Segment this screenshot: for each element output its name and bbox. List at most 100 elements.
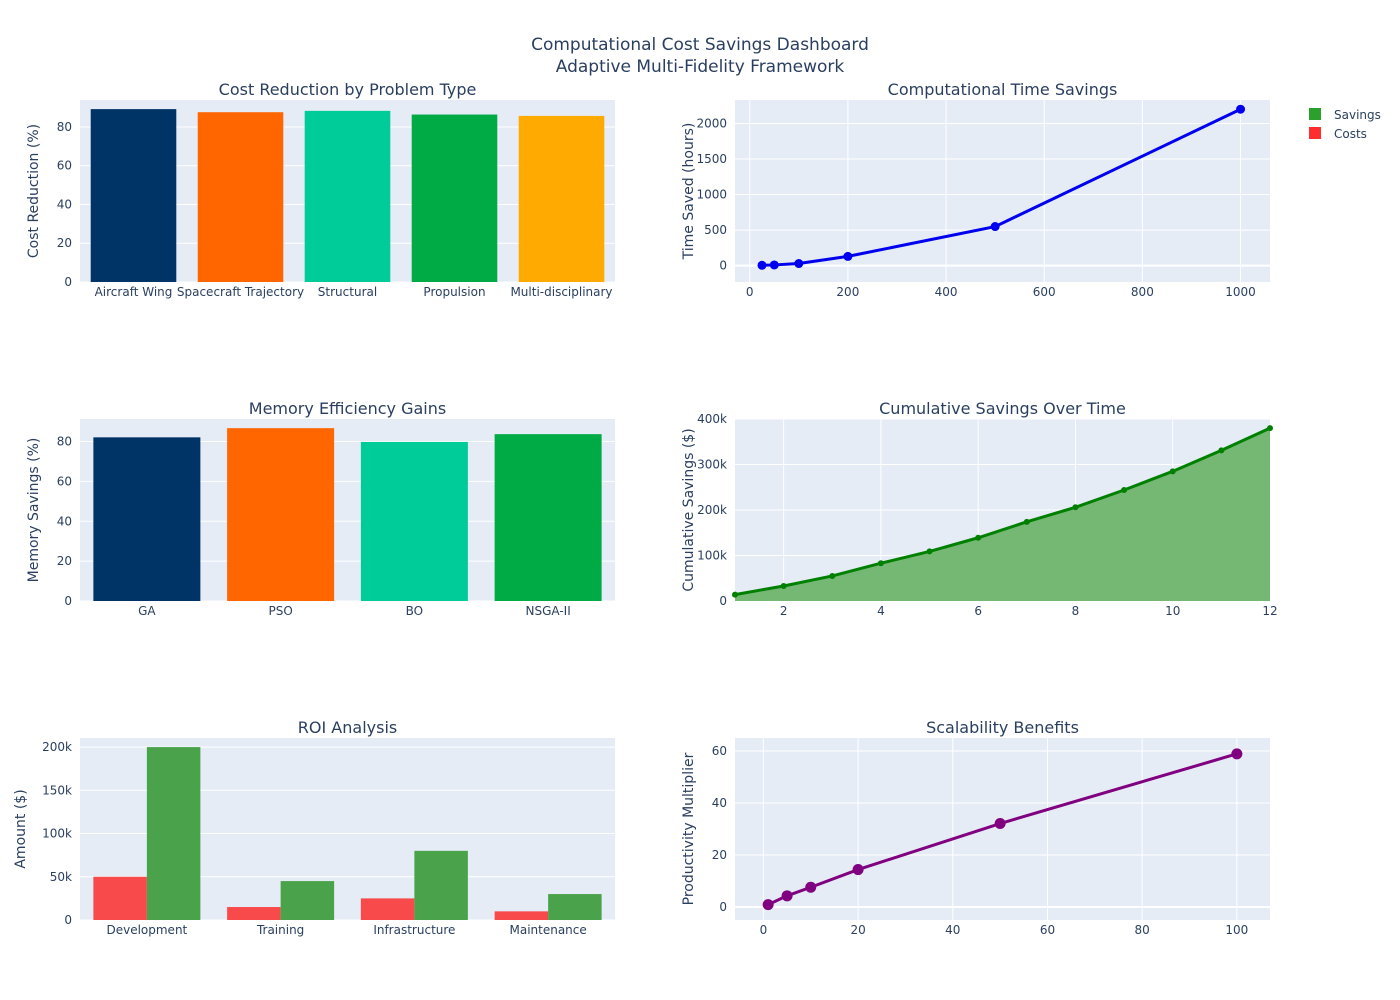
data-point[interactable] <box>877 560 884 567</box>
x-tick-label: Spacecraft Trajectory <box>177 285 304 299</box>
x-tick-label: 400 <box>935 285 958 299</box>
y-axis-title-scalability: Productivity Multiplier <box>681 752 697 905</box>
data-point[interactable] <box>975 534 982 541</box>
y-tick-label: 20 <box>57 236 72 250</box>
bar-costs[interactable] <box>494 911 549 920</box>
y-tick-label: 150k <box>42 783 72 797</box>
y-tick-label: 20 <box>57 554 72 568</box>
y-tick-label: 0 <box>719 594 727 608</box>
bar-cost_reduction[interactable] <box>304 110 391 283</box>
x-tick-label: Maintenance <box>509 923 586 937</box>
series-line-cumulative <box>734 426 1271 597</box>
data-point[interactable] <box>780 582 787 589</box>
data-point[interactable] <box>990 222 1000 232</box>
legend-label-savings[interactable]: Savings <box>1334 108 1381 122</box>
y-tick-label: 2000 <box>696 116 727 130</box>
x-tick-label: Aircraft Wing <box>95 285 173 299</box>
bar-cost_reduction[interactable] <box>90 109 177 283</box>
y-tick-label: 0 <box>719 900 727 914</box>
y-tick-label: 100k <box>697 549 727 563</box>
data-point[interactable] <box>1121 486 1128 493</box>
x-tick-label: NSGA-II <box>526 604 571 618</box>
bar-memory[interactable] <box>360 441 468 601</box>
legend-swatch-costs[interactable] <box>1309 127 1321 139</box>
bar-memory[interactable] <box>494 434 602 601</box>
y-tick-label: 80 <box>57 120 72 134</box>
dashboard-title-line1: Computational Cost Savings Dashboard <box>531 35 869 55</box>
x-tick-label: Structural <box>318 285 377 299</box>
data-point[interactable] <box>805 881 817 893</box>
x-tick-label: Propulsion <box>423 285 485 299</box>
data-point[interactable] <box>829 572 836 579</box>
data-point[interactable] <box>1072 504 1079 511</box>
y-tick-label: 0 <box>64 913 72 927</box>
panel-memory: Memory Efficiency Gains 0 20 40 60 80 Memory S… <box>26 399 615 618</box>
panel-scalability: Scalability Benefits 0 20 40 60 Productivity … <box>681 718 1270 937</box>
data-point[interactable] <box>852 864 864 876</box>
plot-area-scalability <box>735 738 1270 920</box>
bar-savings[interactable] <box>414 850 468 920</box>
y-tick-label: 200k <box>697 503 727 517</box>
bar-costs[interactable] <box>227 907 281 920</box>
y-axis-title-cost_reduction: Cost Reduction (%) <box>26 124 42 258</box>
data-point[interactable] <box>1169 468 1176 475</box>
x-tick-label: 100 <box>1225 923 1248 937</box>
data-point[interactable] <box>781 890 793 902</box>
panel-title-roi: ROI Analysis <box>298 718 397 737</box>
x-tick-label: 0 <box>746 285 754 299</box>
x-tick-label: 600 <box>1033 285 1056 299</box>
data-point[interactable] <box>757 260 767 270</box>
data-point[interactable] <box>769 260 779 270</box>
legend-label-costs[interactable]: Costs <box>1334 127 1367 141</box>
bar-cost_reduction[interactable] <box>197 112 284 282</box>
data-point[interactable] <box>1023 518 1030 525</box>
bar-costs[interactable] <box>93 876 147 920</box>
bar-cost_reduction[interactable] <box>518 115 605 283</box>
x-tick-label: 800 <box>1131 285 1154 299</box>
y-tick-label: 400k <box>697 412 727 426</box>
panel-title-time_savings: Computational Time Savings <box>888 80 1118 99</box>
data-point[interactable] <box>843 251 853 261</box>
data-point[interactable] <box>1267 425 1273 432</box>
bar-cost_reduction[interactable] <box>411 114 498 282</box>
y-tick-label: 0 <box>64 594 72 608</box>
x-tick-label: 12 <box>1262 604 1277 618</box>
plot-area-time_savings <box>735 100 1270 282</box>
bar-savings[interactable] <box>280 881 335 920</box>
x-tick-label: 2 <box>780 604 788 618</box>
x-tick-label: 0 <box>760 923 768 937</box>
panel-title-scalability: Scalability Benefits <box>926 718 1079 737</box>
dashboard-title-line2: Adaptive Multi-Fidelity Framework <box>556 57 845 77</box>
y-axis-title-memory: Memory Savings (%) <box>26 438 42 583</box>
data-point[interactable] <box>926 548 933 555</box>
data-point[interactable] <box>994 818 1006 830</box>
y-tick-label: 40 <box>712 796 727 810</box>
bar-savings[interactable] <box>146 747 201 920</box>
y-tick-label: 100k <box>42 827 72 841</box>
x-tick-label: 8 <box>1072 604 1080 618</box>
panel-title-cost_reduction: Cost Reduction by Problem Type <box>219 80 477 99</box>
data-point[interactable] <box>794 259 804 269</box>
data-point[interactable] <box>732 591 738 598</box>
panel-cumulative: Cumulative Savings Over Time 0 100k 200k 300… <box>681 399 1278 618</box>
legend[interactable]: Savings Costs <box>1309 108 1381 141</box>
bar-costs[interactable] <box>360 898 415 920</box>
data-point[interactable] <box>1236 104 1246 114</box>
x-tick-label: 200 <box>836 285 859 299</box>
bar-memory[interactable] <box>227 428 335 601</box>
x-tick-label: PSO <box>268 604 292 618</box>
y-tick-label: 300k <box>697 458 727 472</box>
panel-cost_reduction: Cost Reduction by Problem Type 0 20 40 60 80 C… <box>26 80 615 299</box>
y-tick-label: 50k <box>50 870 72 884</box>
data-point[interactable] <box>1218 447 1225 454</box>
bar-memory[interactable] <box>93 437 201 601</box>
data-point[interactable] <box>762 899 774 911</box>
x-tick-label: 80 <box>1135 923 1150 937</box>
legend-swatch-savings[interactable] <box>1309 108 1321 120</box>
data-point[interactable] <box>1231 748 1243 760</box>
bar-savings[interactable] <box>548 894 602 920</box>
x-tick-label: Training <box>256 923 304 937</box>
y-tick-label: 200k <box>42 740 72 754</box>
